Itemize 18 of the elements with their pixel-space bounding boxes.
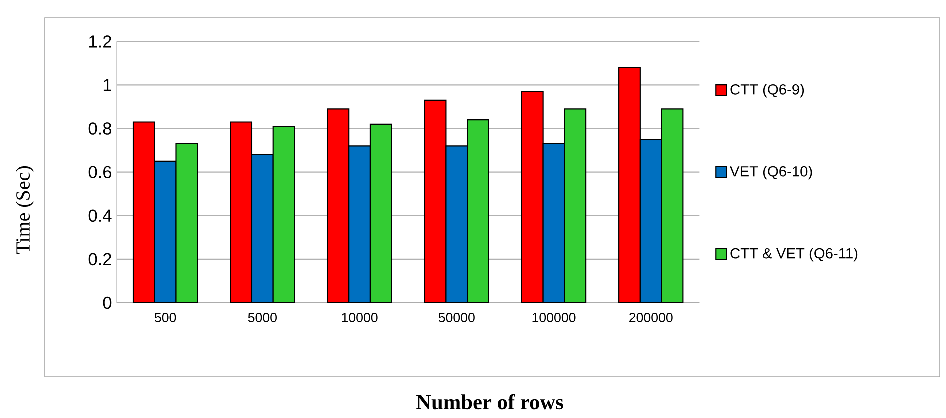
y-tick-label: 0.8 bbox=[88, 122, 112, 135]
legend-label: CTT & VET (Q6-11) bbox=[730, 248, 858, 262]
y-tick-label: 1 bbox=[104, 79, 112, 92]
y-axis-title: Time (Sec) bbox=[16, 166, 34, 254]
x-tick-label: 50000 bbox=[438, 313, 475, 322]
y-tick-label: 0.4 bbox=[88, 210, 112, 222]
y-tick-label: 0.6 bbox=[88, 166, 112, 178]
x-tick-label: 100000 bbox=[532, 313, 576, 322]
y-tick-label: 0 bbox=[103, 296, 112, 310]
x-tick-label: 5000 bbox=[248, 313, 277, 322]
x-tick-label: 200000 bbox=[630, 313, 673, 322]
y-tick-label: 0.2 bbox=[88, 253, 112, 266]
legend-label: CTT (Q6-9) bbox=[730, 84, 804, 98]
x-tick-label: 500 bbox=[154, 313, 176, 322]
y-tick-label: 1.2 bbox=[90, 36, 112, 48]
x-tick-label: 10000 bbox=[342, 313, 378, 322]
x-axis-title: Number of rows bbox=[416, 394, 564, 410]
legend-label: VET (Q6-10) bbox=[730, 166, 812, 180]
